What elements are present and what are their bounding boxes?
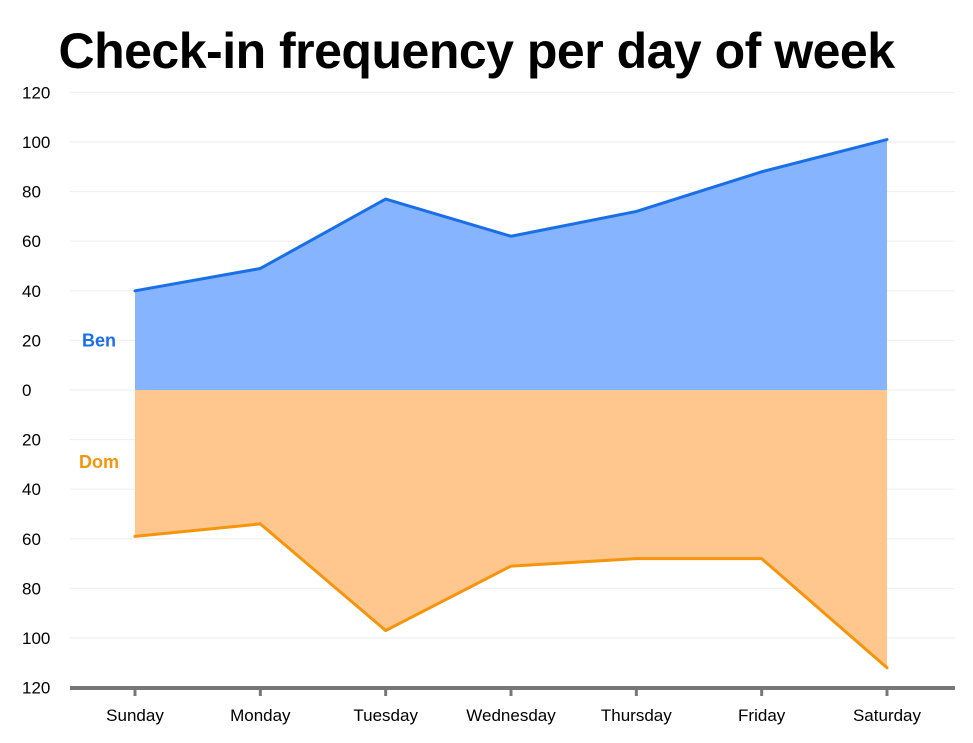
y-tick-label: 120 xyxy=(22,679,50,698)
series-areas xyxy=(135,139,887,668)
x-axis xyxy=(70,686,955,696)
x-tick-label: Tuesday xyxy=(353,706,418,725)
x-tick-label: Sunday xyxy=(106,706,164,725)
x-tick-label: Saturday xyxy=(853,706,922,725)
x-tick-label: Monday xyxy=(230,706,291,725)
x-tick-label: Thursday xyxy=(601,706,672,725)
series-area-dom xyxy=(135,390,887,668)
y-tick-label: 80 xyxy=(22,579,41,598)
y-tick-label: 40 xyxy=(22,282,41,301)
y-tick-label: 120 xyxy=(22,83,50,102)
y-tick-label: 20 xyxy=(22,431,41,450)
series-label-dom: Dom xyxy=(79,452,119,472)
series-line-dom xyxy=(133,522,889,670)
x-tick-label: Wednesday xyxy=(466,706,556,725)
chart-title: Check-in frequency per day of week xyxy=(58,23,895,79)
y-tick-label: 0 xyxy=(22,381,31,400)
y-tick-label: 60 xyxy=(22,232,41,251)
y-tick-label: 60 xyxy=(22,530,41,549)
series-line-ben xyxy=(133,138,889,293)
y-axis-tick-labels: 120 100 80 60 40 20 0 20 40 60 80 100 120 xyxy=(22,83,50,697)
y-tick-label: 100 xyxy=(22,133,50,152)
x-tick-label: Friday xyxy=(738,706,786,725)
x-axis-tick-labels: Sunday Monday Tuesday Wednesday Thursday Frid… xyxy=(106,706,921,725)
y-tick-label: 100 xyxy=(22,629,50,648)
y-tick-label: 40 xyxy=(22,480,41,499)
series-lines xyxy=(133,138,889,670)
y-tick-label: 20 xyxy=(22,331,41,350)
series-area-ben xyxy=(135,139,887,390)
series-labels: Ben Dom xyxy=(79,330,119,472)
series-label-ben: Ben xyxy=(82,330,116,350)
y-tick-label: 80 xyxy=(22,183,41,202)
